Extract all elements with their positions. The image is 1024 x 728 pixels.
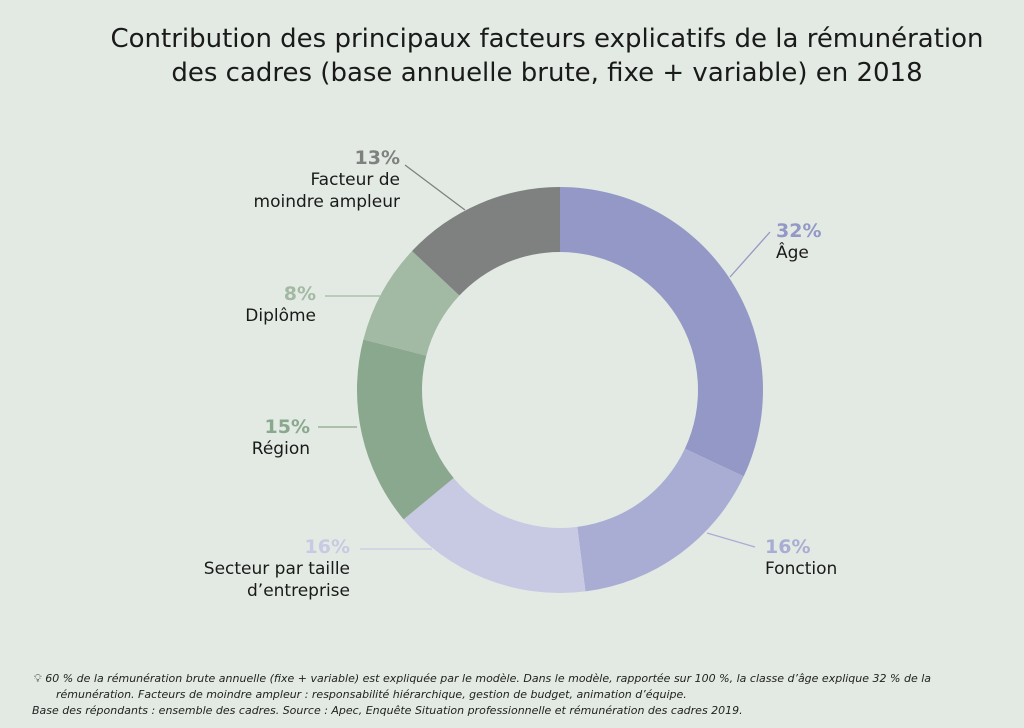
label-fonction: 16% Fonction <box>765 536 838 579</box>
title-line-1: Contribution des principaux facteurs exp… <box>110 24 984 54</box>
label-facteur: 13% Facteur de moindre ampleur <box>253 147 400 212</box>
slice-facteur <box>412 187 560 296</box>
slice-secteur <box>403 477 586 594</box>
slice-fonction <box>577 448 744 592</box>
lightbulb-icon: 💡︎ <box>34 672 42 685</box>
leader-line-age <box>729 231 771 278</box>
label-secteur: 16% Secteur par taille d’entreprise <box>203 536 350 601</box>
label-region: 15% Région <box>251 416 310 459</box>
leader-line-fonction <box>706 532 756 548</box>
slice-diplome <box>363 251 460 356</box>
title-line-2: des cadres (base annuelle brute, fixe + … <box>171 58 923 88</box>
source-note: Base des répondants : ensemble des cadre… <box>32 704 743 717</box>
chart-title: Contribution des principaux facteurs exp… <box>0 22 1024 90</box>
slice-age <box>560 187 763 477</box>
footnote: 💡︎ 60 % de la rémunération brute annuell… <box>32 671 994 719</box>
label-age: 32% Âge <box>776 220 822 263</box>
slice-region <box>356 339 454 520</box>
label-diplome: 8% Diplôme <box>245 283 316 326</box>
leader-line-facteur <box>404 164 466 211</box>
